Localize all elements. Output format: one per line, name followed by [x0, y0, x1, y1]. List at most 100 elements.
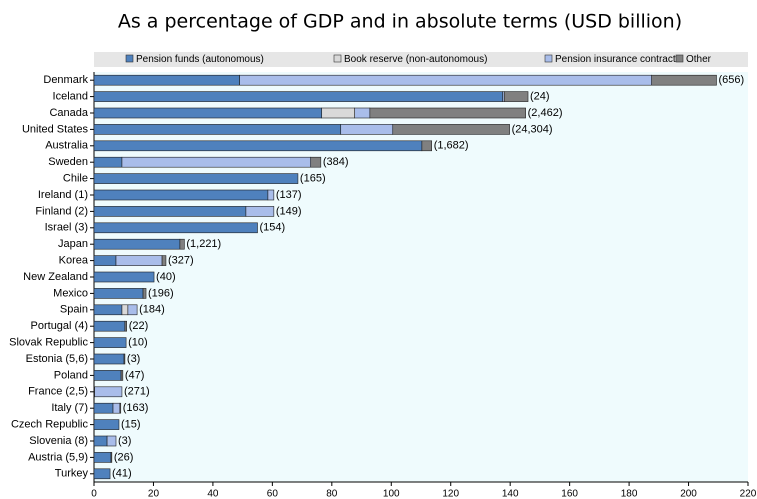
bar-segment — [93, 288, 144, 299]
bar-segment — [93, 435, 108, 447]
bar-segment — [421, 140, 433, 152]
bar-segment — [392, 124, 510, 135]
bar-segment — [93, 419, 120, 430]
total-label: (384) — [323, 156, 349, 168]
bar-segment — [120, 370, 124, 381]
y-tick-label: Mexico — [53, 287, 88, 299]
y-tick-label: Czech Republic — [11, 419, 89, 431]
bar-segment — [94, 386, 123, 398]
bar-segment — [93, 271, 155, 283]
y-tick-label: Israel (3) — [45, 222, 88, 234]
total-label: (15) — [121, 419, 141, 431]
y-tick-label: Poland — [54, 369, 88, 381]
bar-segment — [127, 304, 138, 316]
bar-segment — [503, 91, 529, 102]
bar-segment — [93, 222, 258, 234]
bar-segment — [142, 288, 147, 299]
bar-segment — [124, 320, 128, 332]
total-label: (41) — [112, 468, 132, 480]
total-label: (149) — [276, 205, 302, 217]
bar-segment — [119, 402, 122, 414]
x-tick-label: 40 — [207, 489, 219, 499]
plot-area — [94, 72, 748, 482]
x-tick-label: 0 — [91, 489, 97, 499]
total-label: (47) — [125, 369, 145, 381]
y-tick-label: Austria (5,9) — [28, 451, 88, 463]
legend-label: Pension funds (autonomous) — [136, 54, 264, 65]
total-label: (1,221) — [186, 238, 221, 250]
total-label: (24) — [530, 91, 550, 103]
y-tick-label: Chile — [63, 173, 88, 185]
y-tick-label: Slovak Republic — [9, 337, 88, 349]
x-tick-label: 220 — [740, 489, 757, 499]
total-label: (22) — [129, 320, 149, 332]
y-tick-label: Italy (7) — [51, 402, 88, 414]
bar-segment — [93, 452, 112, 463]
chart-title: As a percentage of GDP and in absolute t… — [118, 11, 682, 33]
legend-swatch — [675, 54, 684, 63]
total-label: (26) — [114, 451, 134, 463]
bar-segment — [93, 206, 247, 217]
bar-segment — [340, 124, 394, 135]
total-label: (165) — [300, 173, 326, 185]
y-tick-label: Japan — [58, 238, 88, 250]
x-tick-label: 160 — [561, 489, 578, 499]
bar-segment — [93, 337, 127, 348]
x-tick-label: 140 — [502, 489, 519, 499]
bar-segment — [110, 452, 113, 463]
bar-segment — [93, 468, 111, 480]
bar-segment — [161, 255, 167, 266]
bar-segment — [651, 74, 717, 86]
legend-swatch — [333, 54, 342, 63]
y-tick-label: Sweden — [48, 156, 88, 168]
bar-segment — [267, 189, 275, 201]
bar-segment — [93, 91, 504, 102]
bar-segment — [93, 255, 117, 266]
y-tick-label: Iceland — [53, 91, 88, 103]
bar-segment — [93, 124, 342, 135]
total-label: (2,462) — [528, 107, 563, 119]
bar-segment — [354, 107, 371, 119]
y-tick-label: United States — [22, 123, 89, 135]
bar-segment — [106, 435, 117, 447]
bar-segment — [93, 156, 123, 168]
bar-segment — [93, 353, 125, 365]
bar-segment — [93, 140, 423, 152]
legend-swatch — [125, 54, 134, 63]
legend-label: Other — [686, 54, 712, 65]
bar-segment — [321, 107, 356, 119]
total-label: (196) — [148, 287, 174, 299]
bar-segment — [121, 156, 312, 168]
x-tick-label: 20 — [148, 489, 160, 499]
total-label: (1,682) — [434, 140, 469, 152]
bar-segment — [93, 74, 240, 86]
y-tick-label: Korea — [59, 255, 89, 267]
bar-segment — [121, 304, 129, 316]
y-tick-label: Portugal (4) — [31, 320, 88, 332]
total-label: (656) — [718, 74, 744, 86]
x-tick-label: 60 — [267, 489, 279, 499]
y-tick-label: France (2,5) — [28, 386, 88, 398]
bar-segment — [93, 107, 323, 119]
total-label: (24,304) — [512, 123, 553, 135]
y-tick-label: New Zealand — [23, 271, 88, 283]
bar-segment — [115, 255, 163, 266]
legend-label: Book reserve (non-autonomous) — [344, 54, 487, 65]
y-tick-label: Finland (2) — [35, 205, 88, 217]
bar-segment — [93, 189, 269, 201]
total-label: (327) — [168, 255, 194, 267]
x-tick-label: 80 — [326, 489, 338, 499]
bar-segment — [310, 156, 322, 168]
bar-segment — [179, 238, 185, 250]
x-tick-label: 100 — [383, 489, 400, 499]
total-label: (154) — [260, 222, 286, 234]
bar-segment — [93, 238, 181, 250]
y-tick-label: Canada — [49, 107, 88, 119]
bar-segment — [93, 370, 122, 381]
bar-segment — [123, 353, 126, 365]
total-label: (3) — [118, 435, 131, 447]
bar-segment — [369, 107, 526, 119]
bar-segment — [93, 173, 299, 184]
bar-segment — [93, 320, 126, 332]
legend-band — [94, 52, 748, 67]
